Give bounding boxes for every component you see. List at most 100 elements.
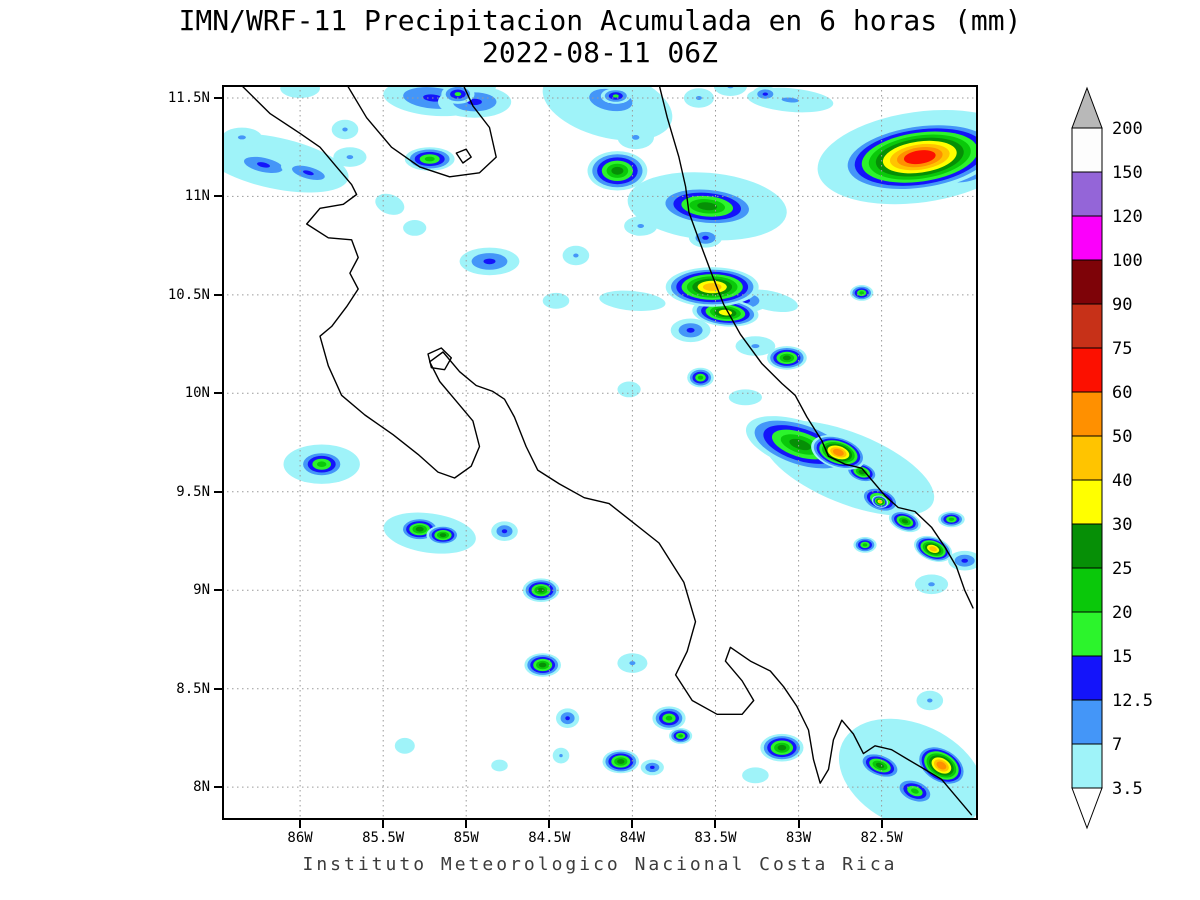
colorbar-band [1071, 259, 1103, 305]
precip-shade [237, 135, 246, 140]
colorbar-below-min-arrow [1071, 787, 1103, 830]
precip-shade [713, 85, 747, 96]
precip-shade [702, 235, 709, 240]
colorbar-level-label: 200 [1112, 119, 1143, 139]
map-plot-area [222, 85, 978, 820]
lat-tick-mark [214, 490, 222, 493]
precip-shade [632, 135, 640, 140]
precip-shade [501, 529, 508, 534]
page-title: IMN/WRF-11 Precipitacion Acumulada en 6 … [178, 4, 1022, 37]
precip-shade [911, 788, 919, 794]
lat-tick-mark [214, 96, 222, 99]
colorbar-level-label: 120 [1112, 207, 1143, 227]
lat-tick-mark [214, 392, 222, 395]
lat-tick-label: 10N [184, 385, 210, 402]
precip-shade [637, 224, 644, 228]
precip-shade [611, 166, 624, 175]
precip-shade [302, 170, 314, 176]
coastline-lake-nicaragua [346, 85, 497, 178]
colorbar-level-label: 15 [1112, 647, 1132, 667]
coastline-caribbean-coast [658, 85, 974, 609]
precip-shade [559, 754, 563, 758]
precip-shade [424, 156, 435, 162]
colorbar-level-label: 30 [1112, 515, 1132, 535]
colorbar-band [1071, 127, 1103, 173]
lat-tick-mark [214, 195, 222, 198]
coastline-pacific-coast [240, 85, 973, 816]
colorbar-level-label: 75 [1112, 339, 1132, 359]
lat-tick-mark [214, 589, 222, 592]
precip-shade [403, 220, 427, 236]
precip-shade [762, 92, 768, 96]
lon-tick-label: 82.5W [860, 830, 903, 846]
precip-shade [629, 661, 636, 666]
precip-shade [317, 461, 327, 468]
precip-shade [782, 355, 791, 361]
precip-shade [612, 94, 619, 98]
precip-shade [697, 375, 704, 380]
precip-shade [702, 283, 722, 291]
precip-shade [878, 500, 882, 503]
precip-shade [742, 767, 769, 784]
lat-tick-label: 11.5N [167, 89, 210, 106]
colorbar-band [1071, 523, 1103, 569]
lon-tick-label: 85W [453, 830, 479, 846]
precip-shade [539, 662, 547, 668]
precip-shade [781, 97, 799, 103]
precip-shade [617, 759, 625, 764]
lon-tick-mark [382, 820, 385, 828]
lon-tick-label: 85.5W [362, 830, 405, 846]
precip-shade [454, 92, 462, 97]
lon-tick-mark [465, 820, 468, 828]
precip-shade [777, 744, 787, 751]
precip-map-svg [222, 85, 978, 820]
lat-tick-label: 9N [193, 582, 210, 599]
colorbar-band [1071, 479, 1103, 525]
precip-shade [901, 519, 909, 524]
colorbar-level-label: 150 [1112, 163, 1143, 183]
colorbar-level-label: 20 [1112, 603, 1132, 623]
colorbar-band [1071, 303, 1103, 349]
colorbar-level-label: 12.5 [1112, 691, 1153, 711]
precip-shade [686, 327, 695, 333]
colorbar-level-label: 90 [1112, 295, 1132, 315]
colorbar-level-label: 40 [1112, 471, 1132, 491]
colorbar-level-label: 7 [1112, 735, 1122, 755]
precip-shade [832, 448, 844, 456]
lon-tick-mark [299, 820, 302, 828]
colorbar-level-label: 3.5 [1112, 779, 1143, 799]
precip-shade [375, 193, 405, 215]
precip-shade [862, 543, 868, 547]
colorbar-band [1071, 347, 1103, 393]
precip-shade [728, 389, 762, 406]
lat-tick-label: 10.5N [167, 286, 210, 303]
lat-tick-label: 8N [193, 779, 210, 796]
colorbar-band [1071, 567, 1103, 613]
lon-tick-label: 86W [287, 830, 313, 846]
plot-border [222, 85, 978, 820]
precip-shade [859, 291, 864, 295]
colorbar: 200 150 120 100 90 75 60 50 40 30 25 20 15 12.5 7 3.5 [1071, 86, 1153, 830]
precip-shade [573, 253, 579, 258]
precip-shade [875, 762, 885, 769]
lon-tick-label: 83.5W [694, 830, 737, 846]
colorbar-level-label: 60 [1112, 383, 1132, 403]
precip-shade [542, 292, 570, 309]
precip-shade [483, 258, 496, 265]
precip-shade [929, 546, 937, 552]
precip-shade [491, 759, 508, 772]
colorbar-band [1071, 699, 1103, 745]
precip-shade [789, 438, 812, 451]
colorbar-level-label: 25 [1112, 559, 1132, 579]
colorbar-level-label: 50 [1112, 427, 1132, 447]
colorbar-band [1071, 743, 1103, 789]
precip-shade [342, 127, 348, 132]
colorbar-band [1071, 655, 1103, 701]
precip-shade [697, 202, 718, 211]
lon-tick-label: 83W [785, 830, 812, 846]
colorbar-band [1071, 171, 1103, 217]
lat-tick-label: 11N [184, 188, 210, 205]
lat-tick-label: 9.5N [176, 483, 210, 500]
lon-tick-mark [714, 820, 717, 828]
